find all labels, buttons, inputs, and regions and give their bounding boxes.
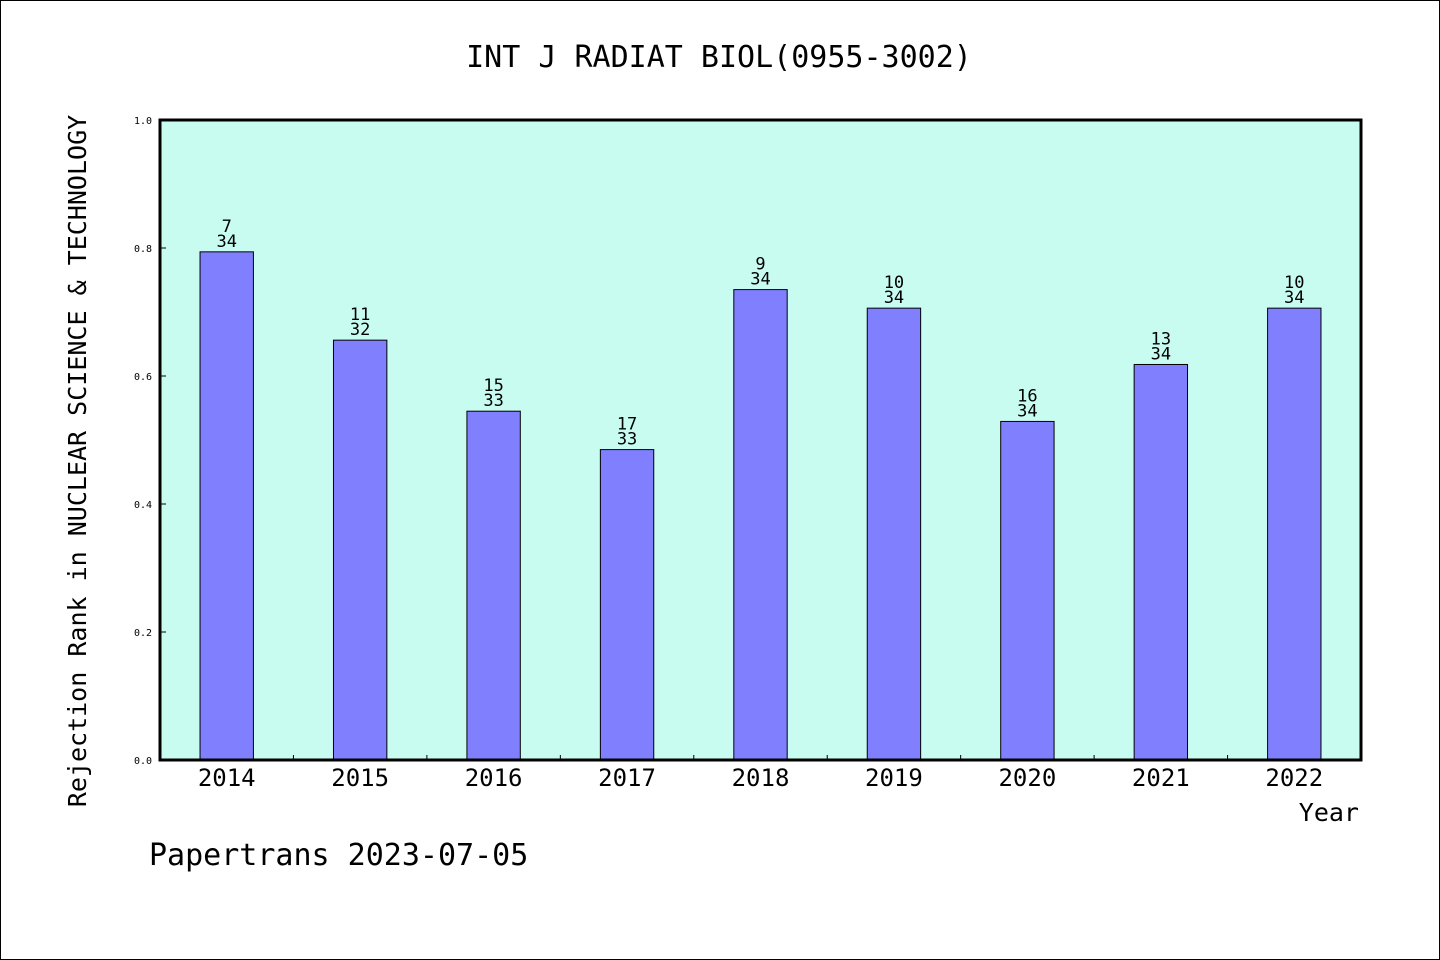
plot-border — [158, 118, 1363, 762]
bar-rank-label-2022: 10 — [1284, 273, 1304, 293]
x-tick-label-2021: 2021 — [1132, 764, 1190, 792]
bar-2019 — [866, 307, 922, 761]
bar-rank-label-2014: 7 — [222, 217, 232, 237]
bar-2022 — [1267, 307, 1322, 761]
x-tick-label-2018: 2018 — [732, 764, 790, 792]
y-tick-label-0.0: 0.0 — [134, 756, 152, 767]
x-tick-label-2014: 2014 — [198, 764, 256, 792]
bar-total-label-2018: 34 — [750, 270, 770, 290]
bar-2021 — [1133, 363, 1189, 761]
x-tick-label-2020: 2020 — [998, 764, 1056, 792]
y-tick-label-0.2: 0.2 — [134, 628, 152, 639]
x-tick-label-2019: 2019 — [865, 764, 923, 792]
bar-2014 — [199, 251, 254, 761]
footer-text: Papertrans 2023-07-05 — [149, 838, 528, 873]
bar-rank-label-2016: 15 — [483, 376, 503, 396]
bar-total-label-2015: 32 — [350, 320, 370, 340]
y-tick-label-0.6: 0.6 — [134, 372, 152, 383]
chart-title: INT J RADIAT BIOL(0955-3002) — [466, 40, 972, 75]
x-axis-label: Year — [1299, 798, 1359, 827]
bar-2016 — [466, 410, 521, 761]
y-axis-label: Rejection Rank in NUCLEAR SCIENCE & TECH… — [63, 115, 92, 807]
y-tick-label-1.0: 1.0 — [134, 116, 152, 127]
bar-rank-label-2017: 17 — [617, 415, 637, 435]
bar-2020 — [1000, 420, 1055, 761]
bar-total-label-2017: 33 — [617, 430, 637, 450]
bar-2018 — [733, 289, 788, 761]
x-tick-label-2015: 2015 — [331, 764, 389, 792]
bar-total-label-2022: 34 — [1284, 288, 1304, 308]
bar-2017 — [599, 449, 655, 761]
x-tick-label-2017: 2017 — [598, 764, 656, 792]
bar-rank-label-2020: 16 — [1017, 386, 1037, 406]
bar-rank-label-2015: 11 — [350, 305, 370, 325]
y-tick-label-0.8: 0.8 — [134, 244, 152, 255]
ticks-group: 2014 2015 2016 2017 2018 2019 2020 2021 2022 0.0 0… — [134, 116, 1323, 792]
bar-rank-label-2019: 10 — [884, 273, 904, 293]
y-tick-label-0.4: 0.4 — [134, 500, 152, 511]
bar-rank-label-2018: 9 — [755, 255, 765, 275]
bar-total-label-2014: 34 — [216, 232, 236, 252]
bar-total-label-2019: 34 — [884, 288, 904, 308]
bar-total-label-2020: 34 — [1017, 401, 1037, 421]
x-tick-label-2022: 2022 — [1265, 764, 1323, 792]
bar-total-label-2016: 33 — [483, 391, 503, 411]
x-tick-label-2016: 2016 — [465, 764, 523, 792]
bar-rank-label-2021: 13 — [1151, 329, 1171, 349]
bar-total-label-2021: 34 — [1151, 344, 1171, 364]
bar-2015 — [332, 339, 388, 761]
